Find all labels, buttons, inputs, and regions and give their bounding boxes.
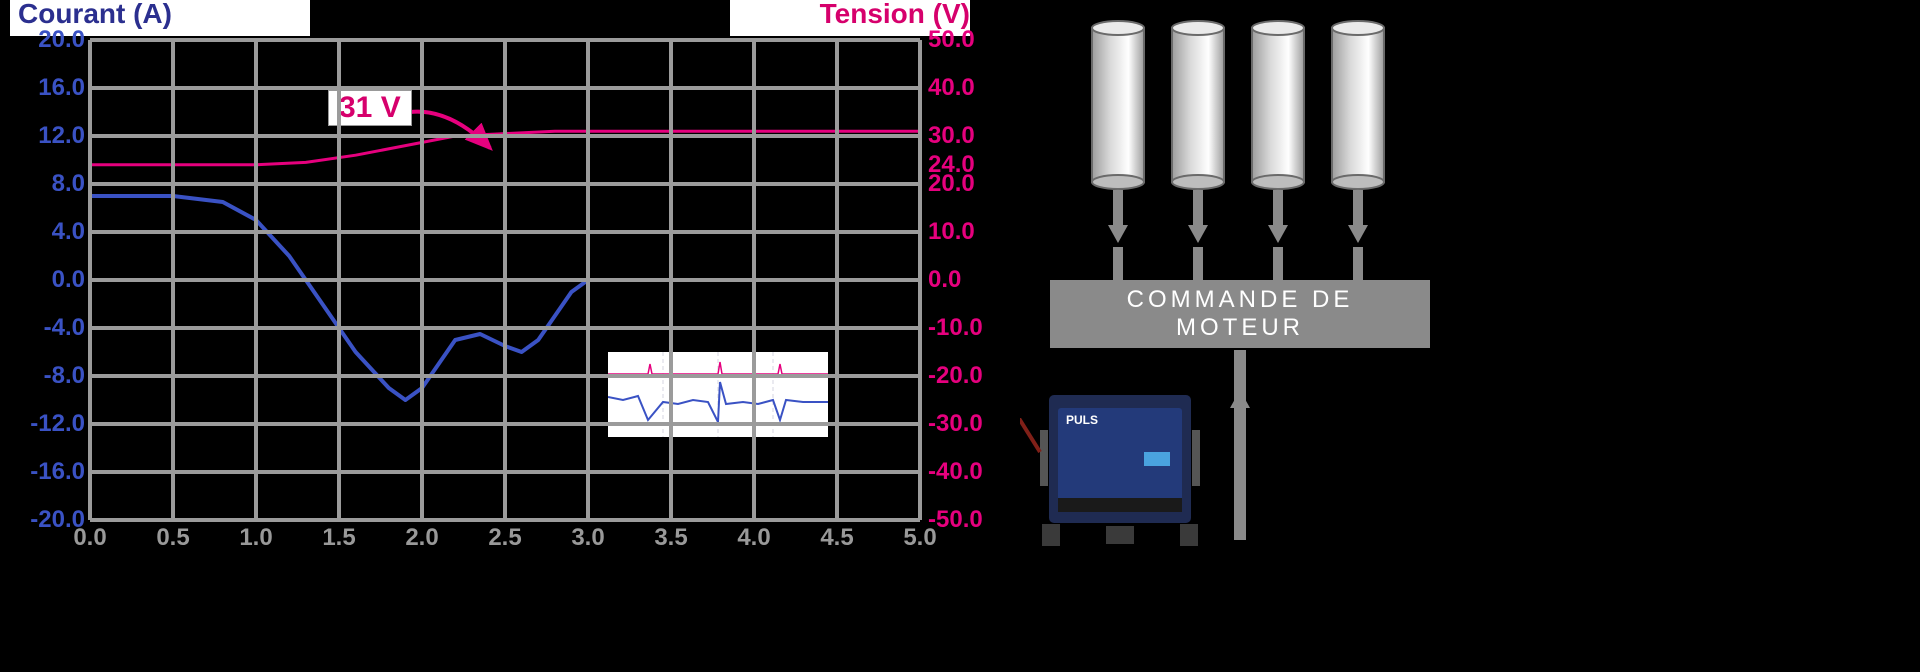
ytick-right: 10.0 xyxy=(928,218,1008,246)
grid-v xyxy=(586,40,590,520)
xtick: 5.0 xyxy=(890,524,950,552)
xtick: 0.0 xyxy=(60,524,120,552)
ytick-left: 16.0 xyxy=(5,74,85,102)
wire-svg xyxy=(1020,20,1480,580)
ytick-left: -12.0 xyxy=(5,410,85,438)
xtick: 4.0 xyxy=(724,524,784,552)
ytick-right: -10.0 xyxy=(928,314,1008,342)
ytick-left: -16.0 xyxy=(5,458,85,486)
ytick-right: 50.0 xyxy=(928,26,1008,54)
xtick: 3.5 xyxy=(641,524,701,552)
ytick-left: 8.0 xyxy=(5,170,85,198)
xtick: 3.0 xyxy=(558,524,618,552)
grid-v xyxy=(171,40,175,520)
ytick-right: 30.0 xyxy=(928,122,1008,150)
xtick: 1.0 xyxy=(226,524,286,552)
xtick: 4.5 xyxy=(807,524,867,552)
grid-v xyxy=(254,40,258,520)
ytick-left: -8.0 xyxy=(5,362,85,390)
grid-v xyxy=(669,40,673,520)
grid-v xyxy=(918,40,922,520)
ytick-right: -30.0 xyxy=(928,410,1008,438)
ytick-left: 12.0 xyxy=(5,122,85,150)
xtick: 0.5 xyxy=(143,524,203,552)
xtick: 2.0 xyxy=(392,524,452,552)
ytick-right: -40.0 xyxy=(928,458,1008,486)
wire-to-psu xyxy=(1020,420,1040,452)
ytick-left: 4.0 xyxy=(5,218,85,246)
ytick-right: -20.0 xyxy=(928,362,1008,390)
grid-v xyxy=(503,40,507,520)
grid-v xyxy=(337,40,341,520)
ytick-left: 0.0 xyxy=(5,266,85,294)
ytick-left: 20.0 xyxy=(5,26,85,54)
chart-region: Courant (A) Tension (V) 31 V 20.016.012.… xyxy=(10,0,970,560)
xtick: 2.5 xyxy=(475,524,535,552)
grid-v xyxy=(420,40,424,520)
ytick-right: 40.0 xyxy=(928,74,1008,102)
grid-v xyxy=(752,40,756,520)
ytick-left: -4.0 xyxy=(5,314,85,342)
ytick-right: 0.0 xyxy=(928,266,1008,294)
grid-v xyxy=(88,40,92,520)
system-diagram: COMMANDE DE MOTEUR PULS xyxy=(1020,20,1480,540)
annotation-text: 31 V xyxy=(339,91,401,124)
ytick-right: 20.0 xyxy=(928,170,1008,198)
xtick: 1.5 xyxy=(309,524,369,552)
grid-v xyxy=(835,40,839,520)
